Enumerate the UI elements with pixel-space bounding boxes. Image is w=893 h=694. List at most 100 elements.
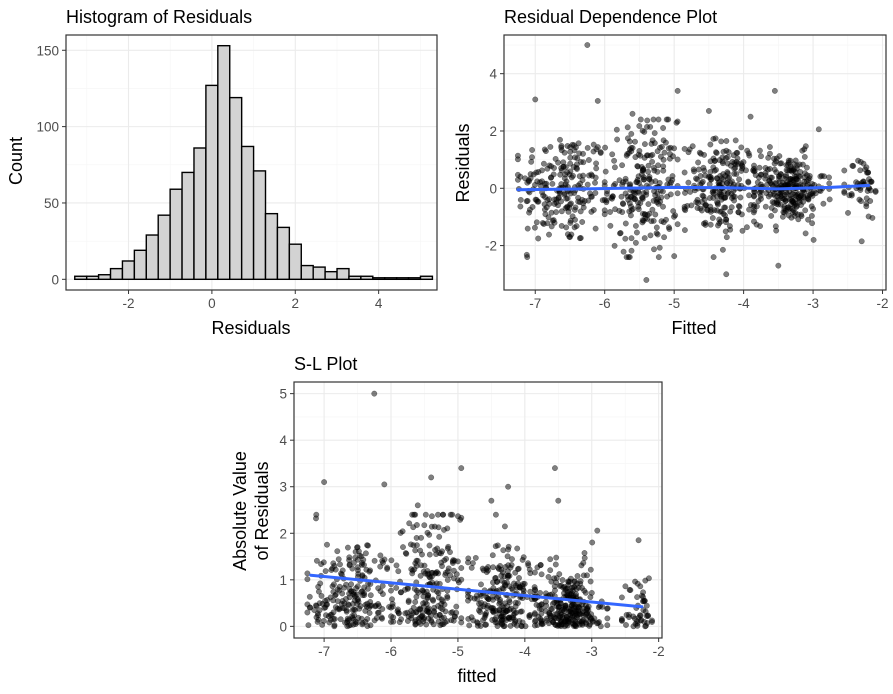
- residual-plot-point: [782, 198, 789, 204]
- sl-plot-point: [551, 575, 557, 582]
- sl-plot-point: [489, 593, 496, 600]
- residual-plot-point: [609, 151, 616, 158]
- residual-plot-point: [604, 190, 610, 197]
- sl-plot-point: [356, 552, 363, 559]
- histogram-bar: [145, 234, 159, 281]
- sl-plot-point: [506, 572, 513, 579]
- sl-plot-outlier-point: [635, 537, 642, 544]
- residual-plot-point: [580, 159, 587, 166]
- sl-plot-point: [545, 574, 552, 580]
- histogram-bar: [324, 270, 338, 281]
- sl-plot-point: [379, 583, 386, 589]
- residual-plot-point: [653, 224, 660, 231]
- sl-plot-point: [588, 611, 595, 618]
- residual-plot-point: [769, 174, 775, 181]
- residual-plot-point: [590, 141, 597, 148]
- sl-plot-point: [435, 511, 441, 518]
- sl-plot-point: [361, 592, 368, 598]
- sl-plot-point: [597, 623, 604, 630]
- sl-plot-point: [568, 575, 574, 582]
- sl-plot-point: [374, 609, 381, 616]
- sl-plot-point: [500, 604, 507, 611]
- sl-plot-point: [304, 570, 311, 577]
- sl-plot-point: [515, 565, 522, 572]
- residual-plot-point: [845, 209, 851, 216]
- sl-plot-point: [330, 616, 337, 622]
- residual-plot-point: [698, 180, 705, 187]
- sl-plot-point: [519, 557, 526, 563]
- sl-plot-point: [534, 622, 541, 628]
- residual-plot-point: [567, 154, 574, 161]
- residual-plot-point: [635, 199, 641, 206]
- sl-plot-y-tick-label: 0: [279, 619, 287, 634]
- residual-plot-point: [515, 156, 521, 163]
- residual-plot-point: [809, 220, 815, 227]
- sl-plot-panel-border: [293, 381, 663, 639]
- residual-plot-point: [723, 147, 730, 154]
- residual-plot-point: [767, 165, 773, 172]
- residual-plot-point: [744, 224, 750, 231]
- residual-plot-point: [622, 220, 629, 227]
- residual-plot-point: [528, 158, 535, 165]
- sl-plot-point: [640, 598, 647, 604]
- sl-plot-x-tick-label: -2: [653, 644, 665, 659]
- residual-plot-point: [800, 161, 806, 168]
- sl-plot-point: [559, 577, 566, 583]
- residual-plot-point: [628, 235, 635, 242]
- residual-plot-point: [650, 116, 657, 123]
- sl-plot-point: [417, 572, 424, 579]
- sl-plot-point: [388, 604, 394, 611]
- residual-plot-point: [641, 235, 648, 242]
- residual-plot-point: [533, 219, 540, 226]
- sl-plot-point: [329, 583, 336, 590]
- residual-plot-point: [751, 162, 757, 169]
- sl-plot-point: [313, 602, 320, 609]
- sl-plot-point: [537, 590, 543, 596]
- sl-plot-outlier-point: [552, 465, 558, 472]
- sl-plot-point: [514, 545, 521, 552]
- residual-plot-point: [815, 126, 822, 133]
- residual-plot-point: [784, 191, 791, 198]
- sl-plot-point: [458, 565, 465, 571]
- residual-plot-point: [714, 200, 721, 207]
- residual-plot-point: [586, 172, 592, 179]
- residual-plot-point: [701, 167, 708, 174]
- residual-plot-point: [560, 163, 567, 170]
- histogram-title: Histogram of Residuals: [66, 7, 252, 27]
- residual-plot-point: [674, 118, 681, 125]
- residual-plot-point: [714, 207, 720, 214]
- residual-plot-point: [648, 178, 655, 185]
- sl-plot-point: [318, 593, 325, 599]
- sl-plot-point: [537, 616, 544, 622]
- sl-plot-point: [412, 618, 418, 625]
- sl-plot-point: [547, 556, 554, 563]
- residual-plot-point: [618, 193, 625, 200]
- sl-plot-point: [313, 515, 319, 522]
- sl-plot-point: [532, 569, 538, 576]
- residual-plot-point: [642, 211, 648, 218]
- residual-plot-point: [697, 173, 704, 179]
- sl-plot-point: [422, 511, 429, 518]
- residual-plot-point: [640, 190, 647, 197]
- residual-plot-outlier-point: [858, 238, 865, 245]
- sl-plot-point: [388, 557, 395, 564]
- residual-plot-point: [670, 153, 676, 160]
- sl-plot-point: [445, 565, 452, 572]
- sl-plot-point: [322, 597, 328, 604]
- residual-plot-point: [707, 195, 713, 201]
- sl-plot-point: [587, 578, 594, 585]
- residual-plot-point: [551, 200, 558, 207]
- sl-plot-point: [604, 615, 611, 622]
- histogram-bar: [205, 84, 219, 281]
- sl-plot-y-tick-label: 3: [279, 480, 287, 495]
- residual-plot-outlier-point: [629, 110, 636, 117]
- residual-plot-point: [639, 167, 646, 174]
- residual-plot-point: [639, 195, 646, 202]
- residual-plot-point: [724, 154, 731, 161]
- sl-plot-point: [474, 619, 480, 626]
- residual-plot-point: [642, 141, 648, 148]
- histogram-bar: [360, 275, 374, 281]
- sl-plot-point: [498, 566, 505, 573]
- sl-plot-point: [595, 604, 602, 611]
